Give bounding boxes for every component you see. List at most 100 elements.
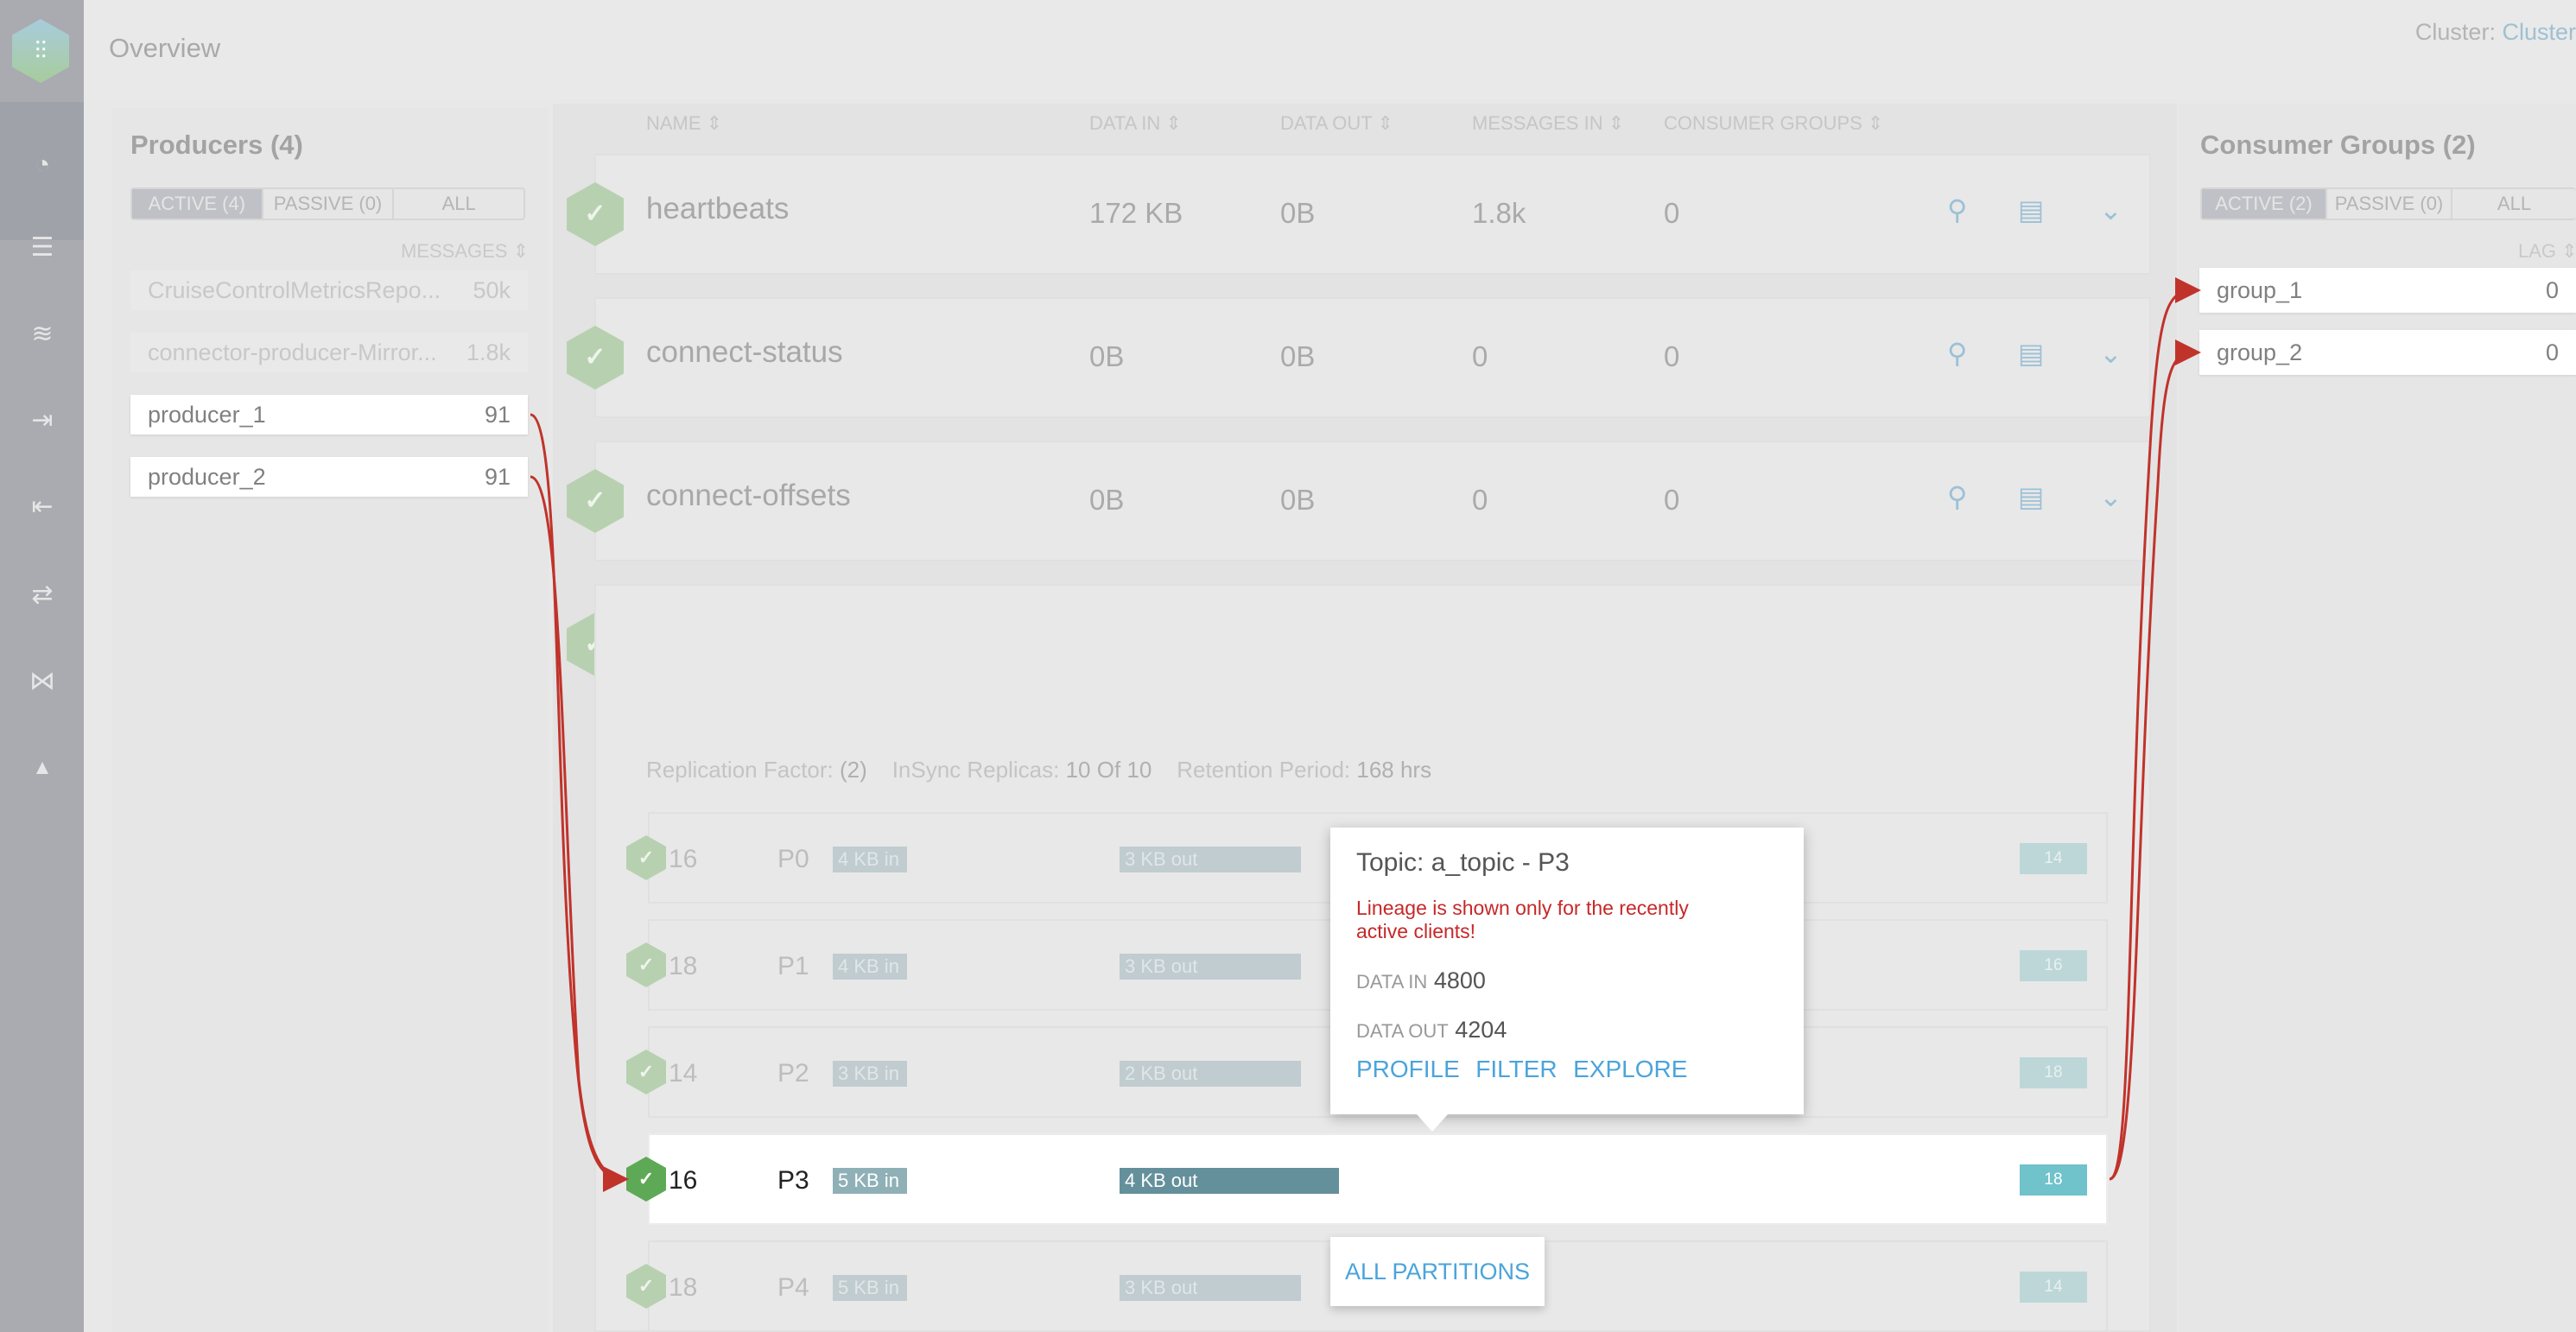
col-messages-in[interactable]: MESSAGES IN ⇕ xyxy=(1472,112,1625,134)
group-name: group_1 xyxy=(2217,276,2303,303)
consumers-title: Consumer Groups (2) xyxy=(2200,130,2476,160)
database-icon[interactable]: ≋ xyxy=(31,320,54,348)
col-consumer-groups[interactable]: CONSUMER GROUPS ⇕ xyxy=(1664,112,1884,134)
consumer-icon[interactable]: ⇤ xyxy=(31,492,54,521)
partition-data-out-bar: 2 KB out xyxy=(1120,1061,1301,1087)
healthy-status-icon: ✓ xyxy=(567,326,624,390)
consumers-filter: ACTIVE (2) PASSIVE (0) ALL xyxy=(2200,187,2576,220)
filter-all[interactable]: ALL xyxy=(2497,193,2532,214)
partition-replica-badge: 14 xyxy=(2020,1272,2087,1303)
alert-icon[interactable]: ▲ xyxy=(32,756,53,779)
partition-replica-badge: 16 xyxy=(2020,950,2087,981)
chevron-down-icon[interactable]: ⌄ xyxy=(2099,194,2122,225)
partition-row[interactable]: 16 P3 5 KB in 4 KB out 18 xyxy=(648,1133,2108,1225)
producer-item[interactable]: producer_2 91 xyxy=(130,457,528,497)
partition-leader: 16 xyxy=(669,1166,698,1195)
data-out-label: DATA OUT xyxy=(1356,1020,1449,1042)
partition-replica-badge: 14 xyxy=(2020,843,2087,874)
data-explorer-icon[interactable]: ⋈ xyxy=(29,667,55,695)
dashboard-icon[interactable]: ◔ xyxy=(34,150,51,179)
lineage-warning: Lineage is shown only for the recently a… xyxy=(1356,897,1689,942)
lag-label: LAG xyxy=(2518,240,2557,262)
cluster-label: Cluster: xyxy=(2414,19,2496,45)
topic-data-in: 0B xyxy=(1089,484,1125,516)
producer-item[interactable]: CruiseControlMetricsRepo... 50k xyxy=(130,270,528,310)
col-data-in[interactable]: DATA IN ⇕ xyxy=(1089,112,1182,134)
search-icon[interactable]: ⚲ xyxy=(1947,338,1968,369)
producer-item[interactable]: connector-producer-Mirror... 1.8k xyxy=(130,333,528,372)
topic-details: Replication Factor: (2) InSync Replicas:… xyxy=(646,757,1432,783)
partition-data-in-bar: 3 KB in xyxy=(833,1061,907,1087)
replication-icon[interactable]: ⇄ xyxy=(31,580,54,609)
details-icon[interactable]: ▤ xyxy=(2018,481,2045,512)
topic-name[interactable]: connect-offsets xyxy=(646,479,851,512)
consumer-group-item[interactable]: group_1 0 xyxy=(2199,268,2576,313)
partition-data-in-bar: 5 KB in xyxy=(833,1168,907,1194)
col-name[interactable]: NAME ⇕ xyxy=(646,112,723,134)
col-data-out[interactable]: DATA OUT ⇕ xyxy=(1280,112,1393,134)
header xyxy=(84,0,2576,99)
partition-id: P1 xyxy=(777,952,809,980)
producer-count: 1.8k xyxy=(466,339,511,365)
filter-active[interactable]: ACTIVE (2) xyxy=(2202,189,2327,219)
producer-icon[interactable]: ⇥ xyxy=(31,406,54,434)
producer-count: 50k xyxy=(473,276,511,303)
profile-link[interactable]: PROFILE xyxy=(1356,1056,1460,1082)
data-in-label: DATA IN xyxy=(1356,971,1428,993)
messages-label: MESSAGES xyxy=(400,240,508,262)
producer-item[interactable]: producer_1 91 xyxy=(130,395,528,434)
all-partitions-button[interactable]: ALL PARTITIONS xyxy=(1330,1237,1545,1306)
cluster-value[interactable]: Cluster xyxy=(2502,19,2576,45)
chevron-down-icon[interactable]: ⌄ xyxy=(2099,338,2122,369)
producer-name: CruiseControlMetricsRepo... xyxy=(148,276,441,303)
partition-data-out-bar: 3 KB out xyxy=(1120,954,1301,980)
filter-active[interactable]: ACTIVE (4) xyxy=(132,189,263,219)
topic-data-in: 172 KB xyxy=(1089,197,1183,229)
topic-consumer-groups: 0 xyxy=(1664,484,1680,516)
topic-name[interactable]: heartbeats xyxy=(646,192,790,225)
explore-link[interactable]: EXPLORE xyxy=(1573,1056,1688,1082)
producers-title: Producers (4) xyxy=(130,130,303,160)
search-icon[interactable]: ⚲ xyxy=(1947,194,1968,225)
page-title: Overview xyxy=(109,33,221,63)
details-icon[interactable]: ▤ xyxy=(2018,338,2045,369)
lag-column-header[interactable]: LAG ⇕ xyxy=(2518,240,2576,262)
brokers-icon[interactable]: ☰ xyxy=(30,233,54,262)
cluster-selector[interactable]: Cluster: Cluster xyxy=(2415,19,2576,46)
partition-leader: 18 xyxy=(669,1273,698,1302)
filter-passive[interactable]: PASSIVE (0) xyxy=(2327,189,2452,219)
topic-data-in: 0B xyxy=(1089,340,1125,372)
search-icon[interactable]: ⚲ xyxy=(1947,481,1968,512)
app-logo: ⫶⫶ xyxy=(12,19,69,83)
group-lag: 0 xyxy=(2545,276,2559,303)
partition-replica-badge: 18 xyxy=(2020,1057,2087,1088)
filter-link[interactable]: FILTER xyxy=(1475,1056,1558,1082)
producer-name: producer_1 xyxy=(148,401,266,428)
producer-count: 91 xyxy=(484,401,511,428)
topic-card[interactable] xyxy=(594,441,2151,561)
topic-messages-in: 0 xyxy=(1472,340,1488,372)
chevron-down-icon[interactable]: ⌄ xyxy=(2099,481,2122,512)
details-icon[interactable]: ▤ xyxy=(2018,194,2045,225)
data-out-value: 4204 xyxy=(1455,1017,1507,1043)
partition-id: P2 xyxy=(777,1059,809,1088)
partition-data-in-bar: 4 KB in xyxy=(833,954,907,980)
filter-all[interactable]: ALL xyxy=(441,193,476,214)
topic-card[interactable] xyxy=(594,154,2151,275)
filter-passive[interactable]: PASSIVE (0) xyxy=(263,189,395,219)
group-lag: 0 xyxy=(2545,339,2559,365)
partition-popover: Topic: a_topic - P3 Lineage is shown onl… xyxy=(1330,828,1804,1132)
partition-leader: 14 xyxy=(669,1059,698,1088)
consumer-group-item[interactable]: group_2 0 xyxy=(2199,330,2576,375)
producers-filter: ACTIVE (4) PASSIVE (0) ALL xyxy=(130,187,525,220)
partition-data-out-bar: 4 KB out xyxy=(1120,1168,1339,1194)
topic-data-out: 0B xyxy=(1280,197,1316,229)
topic-messages-in: 0 xyxy=(1472,484,1488,516)
topic-card[interactable] xyxy=(594,297,2151,418)
topic-messages-in: 1.8k xyxy=(1472,197,1526,229)
partition-leader: 16 xyxy=(669,845,698,873)
messages-column-header[interactable]: MESSAGES ⇕ xyxy=(400,240,529,262)
producer-name: producer_2 xyxy=(148,463,266,490)
topic-name[interactable]: connect-status xyxy=(646,335,843,369)
partition-id: P3 xyxy=(777,1166,809,1195)
